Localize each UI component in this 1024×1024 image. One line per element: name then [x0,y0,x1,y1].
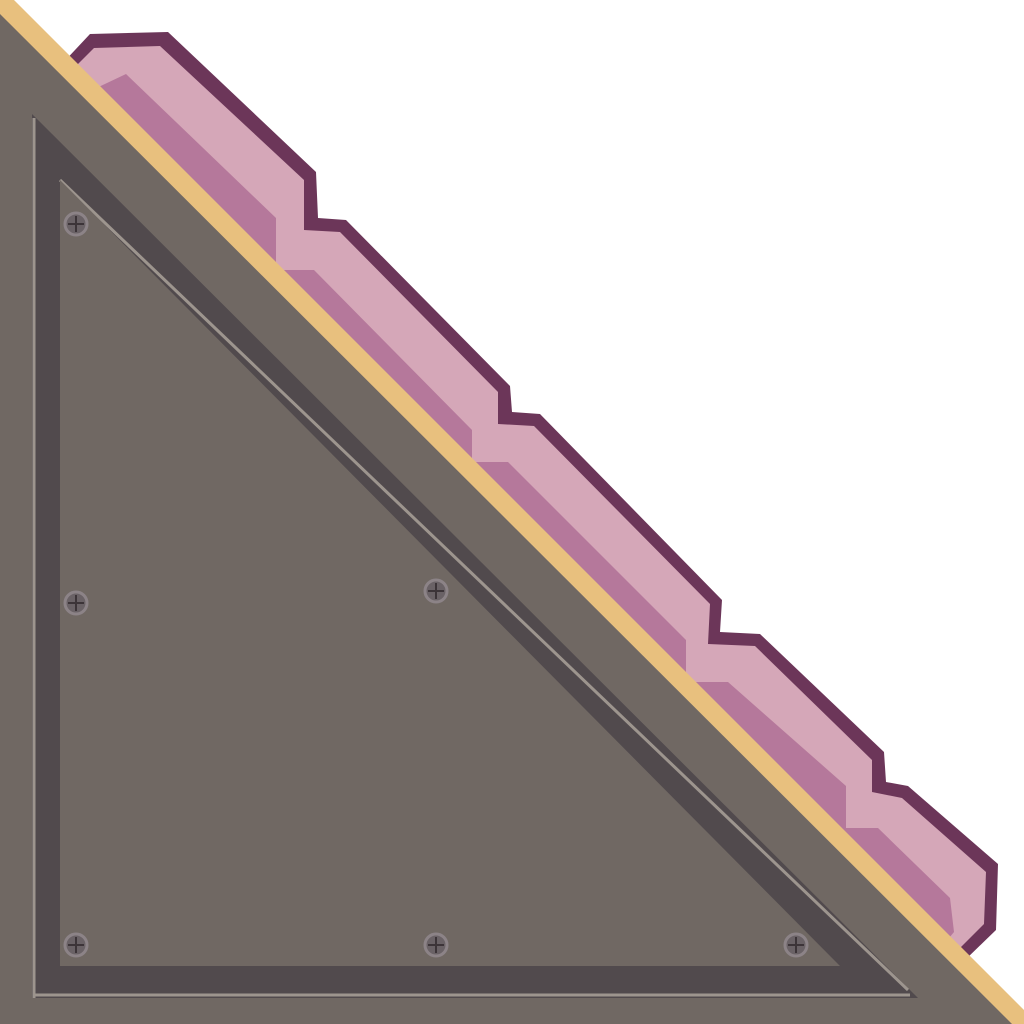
bolt-bottom-right-cross-bolt-icon [783,932,809,958]
bolt-top-left-cross-bolt-icon [63,211,89,237]
bolt-mid-left-cross-bolt-icon [63,590,89,616]
bolt-bottom-left-cross-bolt-icon [63,932,89,958]
bolt-bottom-center-cross-bolt-icon [423,932,449,958]
inner-panel [60,180,840,966]
frame-highlights [32,118,910,998]
bolt-layer [63,211,809,958]
bolt-center-cross-bolt-icon [423,578,449,604]
